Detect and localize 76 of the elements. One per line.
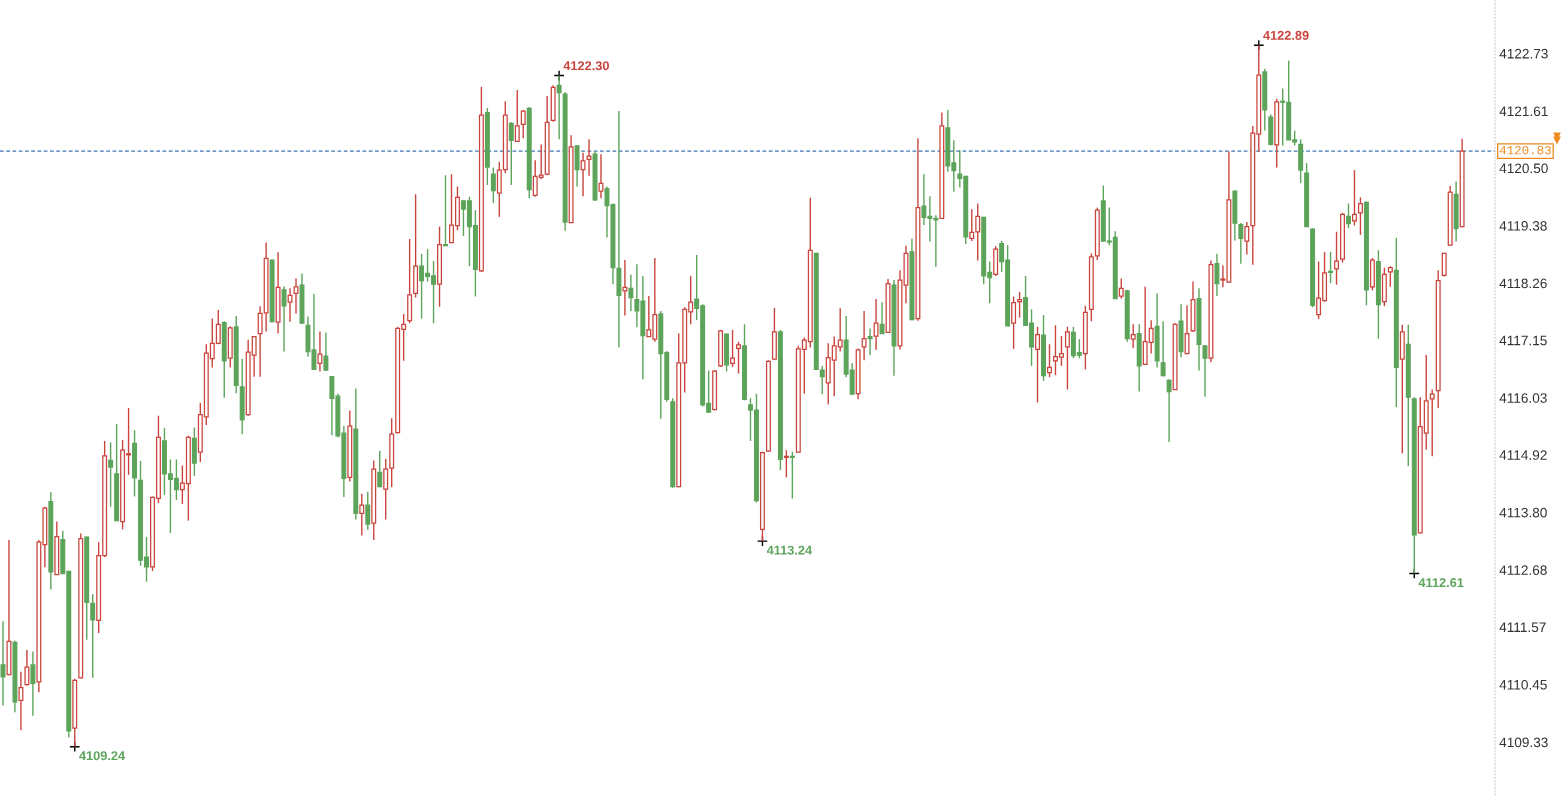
candlestick bbox=[1244, 221, 1250, 256]
y-tick-label: 4122.73 bbox=[1499, 48, 1548, 59]
candlestick bbox=[317, 330, 323, 373]
text: 4112.61 bbox=[1418, 578, 1464, 588]
candlestick bbox=[293, 277, 299, 315]
candlestick bbox=[1064, 326, 1070, 391]
y-tick-label: 4113.80 bbox=[1499, 507, 1547, 518]
candlestick bbox=[879, 301, 885, 335]
candlestick bbox=[1160, 320, 1166, 377]
candlestick bbox=[1184, 304, 1190, 355]
candlestick bbox=[736, 341, 742, 375]
candlestick bbox=[1238, 222, 1244, 265]
candlestick bbox=[1328, 251, 1334, 284]
text: 4109.24 bbox=[79, 751, 126, 761]
candlestick bbox=[574, 144, 580, 188]
candlestick bbox=[359, 493, 365, 537]
candlestick bbox=[323, 331, 329, 372]
candlestick bbox=[598, 153, 604, 200]
candlestick bbox=[514, 89, 520, 143]
candlestick bbox=[616, 110, 622, 349]
candlestick bbox=[1017, 291, 1023, 319]
y-tick-label: 4119.38 bbox=[1499, 221, 1547, 231]
candlestick bbox=[108, 441, 114, 508]
candlestick bbox=[1214, 253, 1220, 297]
candlestick bbox=[490, 166, 496, 204]
candlestick bbox=[1035, 326, 1041, 404]
candlestick bbox=[365, 491, 371, 531]
candlestick bbox=[443, 174, 448, 247]
candlestick bbox=[1118, 277, 1124, 300]
candlestick bbox=[789, 451, 795, 500]
candlestick bbox=[580, 151, 586, 198]
candlestick bbox=[18, 670, 24, 731]
text: 4122.89 bbox=[1263, 30, 1309, 40]
candlestick bbox=[0, 620, 6, 707]
candlestick bbox=[1047, 343, 1052, 378]
candlestick bbox=[975, 202, 981, 262]
y-tick-label: 4110.45 bbox=[1499, 679, 1547, 690]
candlestick bbox=[861, 310, 867, 361]
candlestick bbox=[867, 327, 873, 356]
candlestick bbox=[730, 329, 736, 368]
candlestick bbox=[90, 593, 96, 679]
text: 4122.30 bbox=[563, 61, 609, 71]
y-tick-label: 4121.61 bbox=[1499, 106, 1548, 117]
candlestick bbox=[1387, 265, 1393, 288]
y-tick-label: 4109.33 bbox=[1499, 737, 1548, 748]
candlestick bbox=[24, 649, 30, 687]
candlestick bbox=[969, 208, 975, 242]
candlestick bbox=[1011, 295, 1017, 350]
candlestick bbox=[622, 259, 628, 317]
candlestick bbox=[1130, 323, 1136, 349]
y-tick-label: 4114.92 bbox=[1499, 450, 1547, 460]
candlestick bbox=[586, 138, 592, 177]
y-tick-label: 4120.50 bbox=[1499, 163, 1548, 174]
y-tick-label: 4111.57 bbox=[1499, 622, 1546, 633]
candlestick bbox=[1334, 231, 1340, 286]
candlestick bbox=[1351, 169, 1357, 227]
y-tick-label: 4118.26 bbox=[1499, 278, 1547, 289]
y-tick-label: 4117.15 bbox=[1499, 335, 1547, 346]
text: 4113.24 bbox=[766, 545, 813, 555]
candlestick bbox=[377, 449, 383, 488]
candlestick bbox=[628, 273, 634, 312]
candlestick bbox=[287, 287, 293, 323]
candlestick bbox=[281, 285, 287, 353]
y-tick-label: 4116.03 bbox=[1499, 393, 1547, 403]
candlestick bbox=[508, 121, 514, 186]
y-tick-label: 4112.68 bbox=[1499, 565, 1547, 575]
candlestick bbox=[1202, 344, 1208, 398]
candlestick bbox=[1357, 196, 1363, 236]
candlestick bbox=[1346, 202, 1351, 229]
candlestick bbox=[30, 650, 36, 717]
candlestick bbox=[383, 458, 389, 521]
candlestick bbox=[873, 298, 879, 351]
candlestick bbox=[520, 109, 526, 139]
candlestick bbox=[783, 449, 789, 479]
ref-line-label: 4120.83 bbox=[1499, 145, 1551, 155]
candlestick bbox=[1166, 378, 1172, 443]
